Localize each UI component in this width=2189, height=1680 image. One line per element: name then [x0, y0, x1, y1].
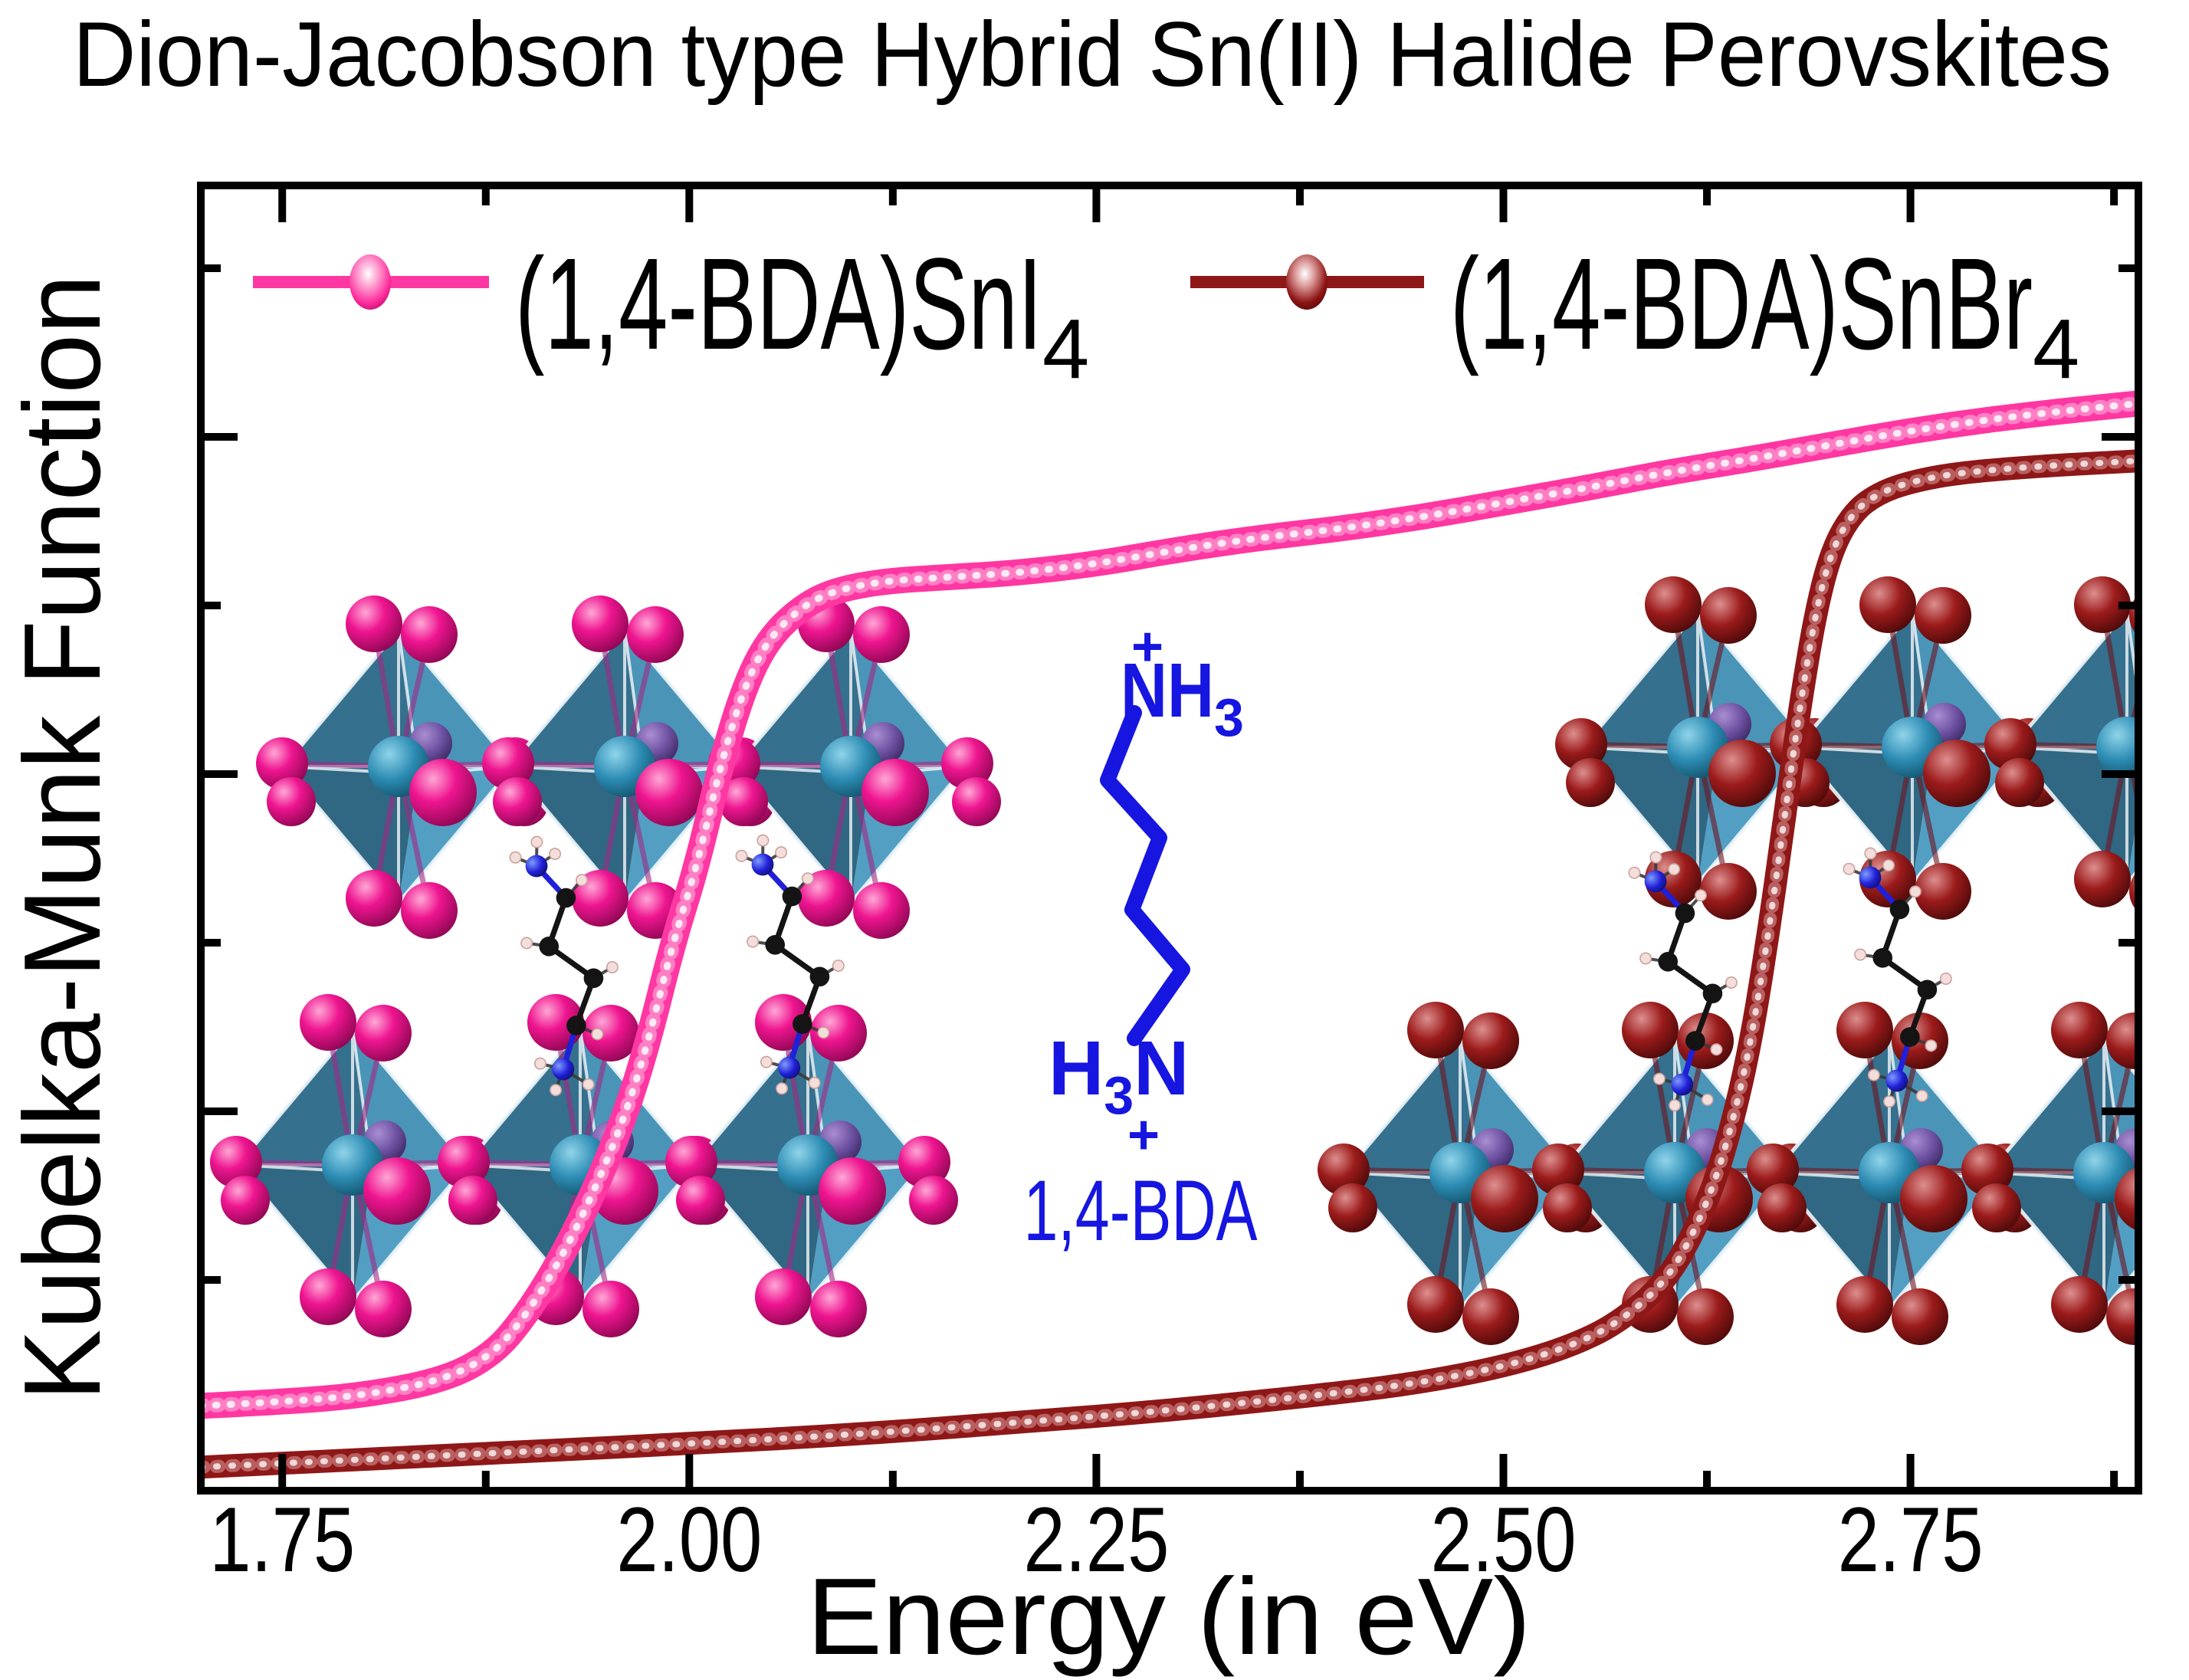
y-axis-label: Kubelka-Munk Function	[2, 274, 123, 1401]
legend-item-snbr4: (1,4-BDA)SnBr4	[1190, 231, 2079, 396]
bda-name-label: 1,4-BDA	[1024, 1163, 1258, 1258]
plot-area	[201, 390, 2138, 1479]
x-tick-labels: 1.75 2.00 2.25 2.50 2.75	[209, 1488, 1983, 1591]
x-tick-label: 2.00	[616, 1488, 762, 1591]
x-tick-label: 1.75	[209, 1488, 355, 1591]
chart-title: Dion-Jacobson type Hybrid Sn(II) Halide …	[73, 3, 2112, 106]
charge-bottom-label: +	[1127, 1104, 1160, 1166]
axis-ticks	[201, 185, 2138, 1491]
legend-marker-sni4	[350, 254, 391, 310]
sni4-curve-highlight	[201, 399, 2138, 1409]
snbr4-curve-highlight	[201, 458, 2138, 1471]
inset-sni4-structure	[210, 596, 1001, 1337]
x-axis-label: Energy (in eV)	[807, 1556, 1531, 1678]
ammonium-bottom-label: H3N	[1049, 1025, 1189, 1125]
legend: (1,4-BDA)SnI4 (1,4-BDA)SnBr4	[253, 231, 2079, 396]
legend-label-sni4: (1,4-BDA)SnI4	[515, 231, 1089, 396]
x-tick-label: 2.50	[1431, 1488, 1577, 1591]
plot-frame	[197, 182, 2142, 1495]
charge-top-label: +	[1131, 616, 1163, 678]
legend-label-snbr4: (1,4-BDA)SnBr4	[1450, 231, 2079, 396]
bda-molecule-diagram: + NH3 H3N + 1,4-BDA	[1024, 616, 1258, 1258]
legend-item-sni4: (1,4-BDA)SnI4	[253, 231, 1089, 396]
bda-skeleton	[1100, 705, 1190, 1046]
legend-marker-snbr4	[1286, 254, 1328, 310]
x-tick-label: 2.75	[1838, 1488, 1984, 1591]
x-tick-label: 2.25	[1023, 1488, 1169, 1591]
ammonium-top-label: NH3	[1121, 648, 1244, 747]
